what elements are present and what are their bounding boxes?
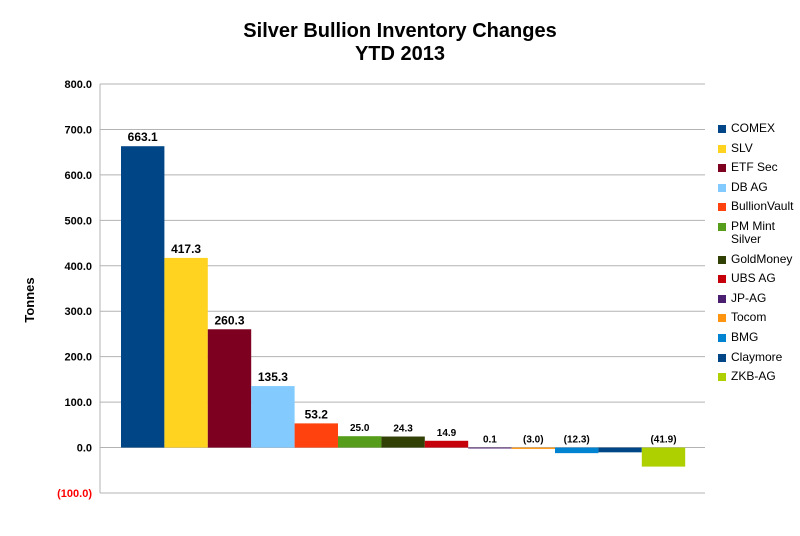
legend-swatch xyxy=(718,275,726,284)
legend-item: ETF Sec xyxy=(718,161,800,174)
legend-swatch xyxy=(718,373,726,382)
data-label: 260.3 xyxy=(214,313,244,327)
y-tick-label: 800.0 xyxy=(64,79,92,91)
legend-item: DB AG xyxy=(718,179,800,194)
data-label: 417.3 xyxy=(171,242,201,256)
bar xyxy=(424,440,469,448)
legend-item: JP-AG xyxy=(718,290,800,305)
bar xyxy=(598,447,642,453)
y-axis-label: Tonnes xyxy=(22,277,37,322)
y-tick-label: 600.0 xyxy=(64,170,92,182)
legend-swatch xyxy=(718,314,726,323)
legend-item: Tocom xyxy=(718,311,800,324)
y-tick-label: 0.0 xyxy=(77,443,92,455)
legend-label: Claymore xyxy=(731,349,783,364)
legend-label: PM Mint Silver xyxy=(731,218,776,246)
legend-item: BMG xyxy=(718,329,800,344)
legend-item: ZKB-AG xyxy=(718,370,800,383)
legend-item: BullionVault xyxy=(718,200,800,213)
legend-swatch xyxy=(718,255,726,264)
legend-swatch xyxy=(718,183,726,192)
bar xyxy=(207,329,252,448)
bar xyxy=(164,257,208,448)
legend-item: PM Mint Silver xyxy=(718,218,800,246)
chart-subtitle: YTD 2013 xyxy=(354,43,446,65)
data-label: 24.3 xyxy=(393,424,413,435)
y-tick-label: (100.0) xyxy=(57,488,92,500)
y-tick-label: 500.0 xyxy=(64,215,92,227)
legend-swatch xyxy=(718,144,726,153)
legend-item: SLV xyxy=(718,140,800,155)
y-tick-label: 100.0 xyxy=(64,397,92,409)
bar xyxy=(294,423,338,448)
data-label: 135.3 xyxy=(258,370,288,384)
legend-label: Tocom xyxy=(731,310,767,325)
bar xyxy=(555,447,599,454)
legend-item: Claymore xyxy=(718,349,800,364)
data-label: (12.3) xyxy=(564,435,590,446)
legend-swatch xyxy=(718,353,726,362)
legend-swatch xyxy=(718,125,726,133)
legend-swatch xyxy=(718,222,726,231)
legend-label: COMEX xyxy=(731,121,776,135)
y-tick-label: 300.0 xyxy=(64,306,92,318)
legend-swatch xyxy=(718,164,726,173)
data-label: 0.1 xyxy=(483,435,497,446)
data-label: (3.0) xyxy=(523,435,544,446)
legend-swatch xyxy=(718,333,726,342)
bar xyxy=(121,146,165,448)
data-label: 53.2 xyxy=(305,407,329,421)
legend-label: ETF Sec xyxy=(731,160,778,175)
legend-label: BMG xyxy=(731,329,759,344)
legend-swatch xyxy=(718,294,726,303)
y-tick-label: 700.0 xyxy=(64,124,92,136)
legend-label: ZKB-AG xyxy=(731,369,776,384)
data-label: (41.9) xyxy=(650,435,676,446)
legend-swatch xyxy=(718,203,726,212)
legend-item: UBS AG xyxy=(718,272,800,285)
data-label: 25.0 xyxy=(350,423,370,434)
bar xyxy=(468,447,512,449)
y-tick-label: 200.0 xyxy=(64,352,92,364)
legend: COMEX SLV ETF Sec DB AG BullionVault PM Mint … xyxy=(718,122,800,390)
bar xyxy=(511,447,555,449)
bar xyxy=(641,447,686,467)
legend-label: UBS AG xyxy=(731,271,776,286)
data-label: 14.9 xyxy=(437,428,457,439)
legend-item: GoldMoney xyxy=(718,251,800,266)
chart-title: Silver Bullion Inventory Changes xyxy=(243,20,557,42)
legend-label: BullionVault xyxy=(731,199,794,214)
legend-item: COMEX xyxy=(718,122,800,135)
bar xyxy=(338,436,382,448)
y-tick-label: 400.0 xyxy=(64,261,92,273)
legend-label: JP-AG xyxy=(731,290,767,305)
legend-label: DB AG xyxy=(731,179,768,194)
legend-label: GoldMoney xyxy=(731,251,793,266)
bar xyxy=(251,386,295,448)
bar xyxy=(381,436,425,448)
data-label: 663.1 xyxy=(128,130,158,144)
legend-label: SLV xyxy=(731,140,753,155)
